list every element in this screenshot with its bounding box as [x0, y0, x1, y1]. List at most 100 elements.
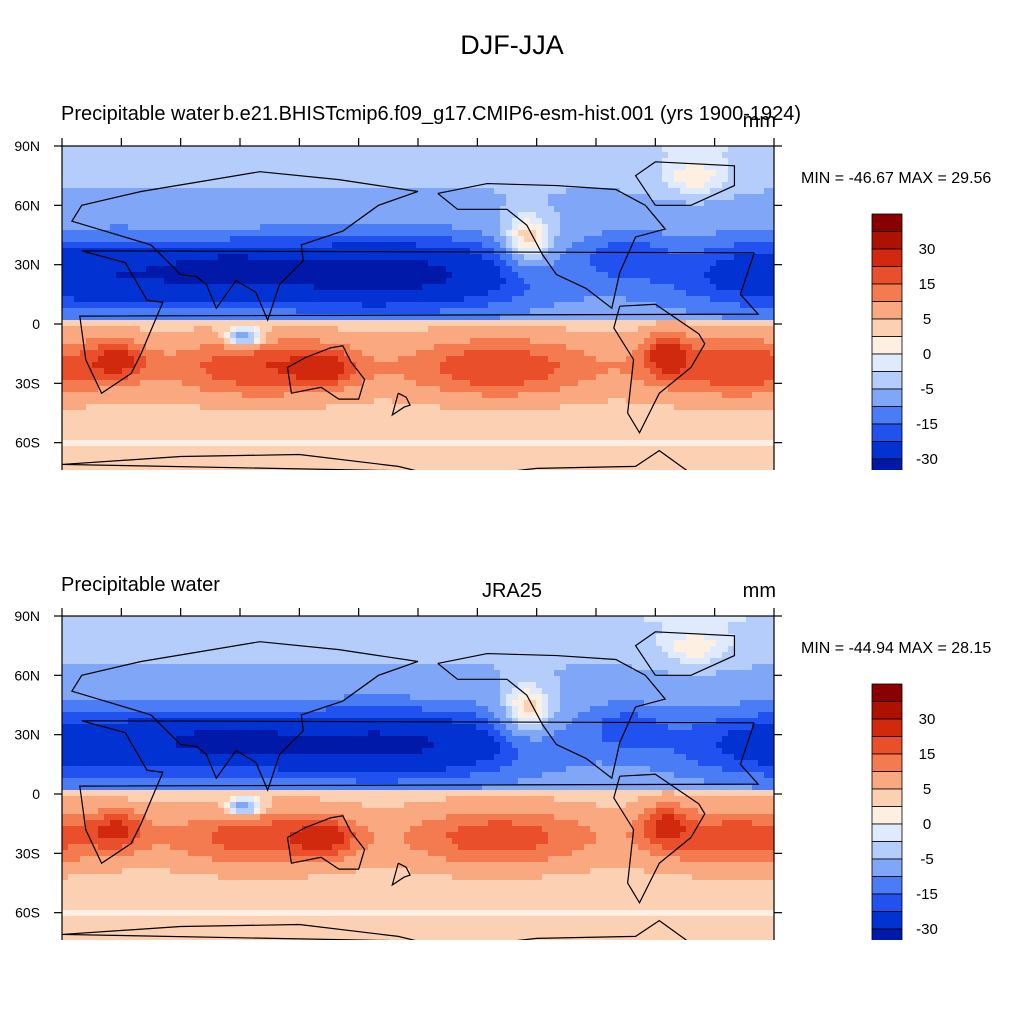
field-cell — [608, 158, 614, 164]
field-cell — [302, 254, 308, 260]
field-cell — [92, 290, 98, 296]
field-cell — [134, 320, 140, 326]
field-cell — [698, 170, 704, 176]
field-cell — [632, 320, 638, 326]
field-cell — [116, 356, 122, 362]
field-cell — [104, 236, 110, 242]
field-cell — [230, 386, 236, 392]
field-cell — [422, 380, 428, 386]
field-cell — [314, 302, 320, 308]
field-cell — [734, 362, 740, 368]
field-cell — [674, 368, 680, 374]
field-cell — [596, 326, 602, 332]
field-cell — [728, 320, 734, 326]
field-cell — [344, 182, 350, 188]
field-cell — [482, 176, 488, 182]
field-cell — [98, 302, 104, 308]
field-cell — [572, 380, 578, 386]
field-cell — [236, 236, 242, 242]
field-cell — [296, 188, 302, 194]
field-cell — [590, 296, 596, 302]
field-cell — [668, 152, 674, 158]
field-cell — [470, 230, 476, 236]
field-cell — [410, 206, 416, 212]
field-cell — [728, 146, 734, 152]
field-cell — [770, 212, 774, 218]
field-cell — [422, 164, 428, 170]
field-cell — [632, 368, 638, 374]
field-cell — [656, 170, 662, 176]
field-cell — [86, 194, 92, 200]
field-cell — [446, 278, 452, 284]
field-cell — [338, 194, 344, 200]
field-cell — [536, 188, 542, 194]
field-cell — [164, 356, 170, 362]
field-cell — [572, 194, 578, 200]
field-cell — [584, 290, 590, 296]
field-cell — [518, 386, 524, 392]
field-cell — [254, 314, 260, 320]
field-cell — [140, 392, 146, 398]
field-cell — [182, 266, 188, 272]
field-cell — [554, 158, 560, 164]
field-cell — [770, 146, 774, 152]
field-cell — [386, 392, 392, 398]
field-cell — [662, 218, 668, 224]
field-cell — [668, 218, 674, 224]
field-cell — [548, 218, 554, 224]
field-cell — [386, 158, 392, 164]
field-cell — [674, 290, 680, 296]
field-cell — [104, 272, 110, 278]
field-cell — [176, 194, 182, 200]
field-cell — [170, 344, 176, 350]
field-cell — [62, 188, 68, 194]
field-cell — [506, 164, 512, 170]
field-cell — [152, 194, 158, 200]
field-cell — [254, 188, 260, 194]
field-cell — [284, 146, 290, 152]
field-cell — [284, 374, 290, 380]
field-cell — [74, 278, 80, 284]
field-cell — [698, 326, 704, 332]
field-cell — [656, 164, 662, 170]
field-cell — [224, 176, 230, 182]
field-cell — [698, 188, 704, 194]
field-cell — [116, 326, 122, 332]
field-cell — [164, 230, 170, 236]
field-cell — [560, 374, 566, 380]
field-cell — [248, 380, 254, 386]
field-cell — [278, 272, 284, 278]
field-cell — [98, 176, 104, 182]
field-cell — [314, 152, 320, 158]
field-cell — [668, 158, 674, 164]
field-cell — [536, 272, 542, 278]
field-cell — [416, 368, 422, 374]
field-cell — [332, 362, 338, 368]
field-cell — [554, 242, 560, 248]
field-cell — [428, 314, 434, 320]
field-cell — [224, 242, 230, 248]
field-cell — [116, 188, 122, 194]
field-cell — [230, 152, 236, 158]
field-cell — [290, 170, 296, 176]
field-cell — [116, 302, 122, 308]
field-cell — [80, 224, 86, 230]
field-cell — [446, 350, 452, 356]
field-cell — [704, 356, 710, 362]
field-cell — [512, 302, 518, 308]
field-cell — [608, 284, 614, 290]
field-cell — [158, 386, 164, 392]
field-cell — [350, 260, 356, 266]
field-cell — [188, 380, 194, 386]
field-cell — [692, 392, 698, 398]
field-cell — [422, 302, 428, 308]
field-cell — [650, 368, 656, 374]
field-cell — [188, 176, 194, 182]
field-cell — [104, 320, 110, 326]
field-cell — [368, 194, 374, 200]
field-cell — [296, 308, 302, 314]
field-cell — [386, 170, 392, 176]
field-cell — [230, 338, 236, 344]
field-cell — [476, 314, 482, 320]
field-cell — [728, 332, 734, 338]
